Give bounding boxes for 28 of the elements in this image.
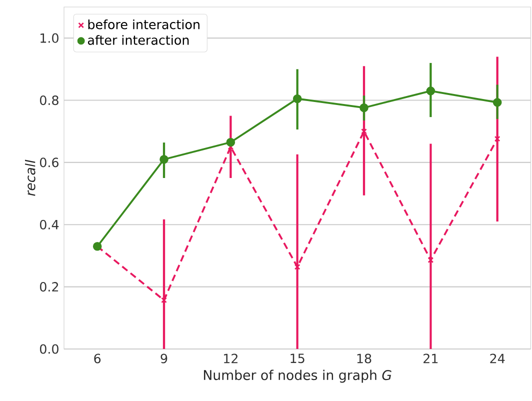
point xyxy=(426,86,436,96)
x-axis-title: Number of nodes in graph G xyxy=(204,370,392,383)
x-tick-label: 21 xyxy=(424,354,438,364)
y-tick-label: 0.2 xyxy=(40,282,58,292)
y-tick-label: 0.8 xyxy=(40,95,58,106)
point xyxy=(361,128,367,134)
point xyxy=(360,103,368,112)
y-tick-label: 1.0 xyxy=(40,33,58,43)
point xyxy=(161,297,167,304)
x-tick-label: 24 xyxy=(490,354,505,364)
point xyxy=(292,94,302,104)
point xyxy=(226,138,236,147)
y-axis-title: recall xyxy=(24,160,36,196)
x-tick-label: 15 xyxy=(290,354,304,364)
x-tick-label: 6 xyxy=(94,354,101,364)
legend-label: after interaction xyxy=(88,35,189,45)
x-tick-label: 12 xyxy=(224,354,238,364)
point xyxy=(492,98,502,107)
x-tick-label: 9 xyxy=(160,354,168,364)
x-tick-label: 18 xyxy=(357,354,372,364)
point xyxy=(160,154,168,164)
point xyxy=(294,264,300,270)
legend-label: before interaction xyxy=(88,19,200,30)
y-tick-label: 0.6 xyxy=(40,158,58,168)
point xyxy=(428,257,434,264)
point xyxy=(494,136,500,142)
y-tick-label: 0.0 xyxy=(40,344,58,354)
y-tick-label: 0.4 xyxy=(40,220,59,230)
